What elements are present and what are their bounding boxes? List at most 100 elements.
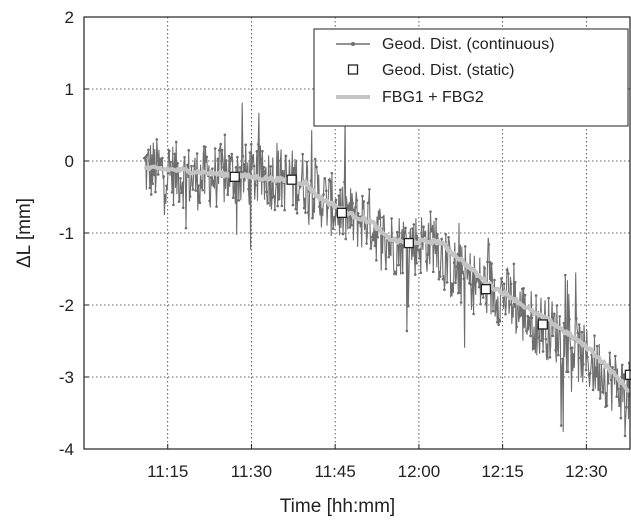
continuous-point	[354, 205, 357, 209]
continuous-point	[191, 188, 195, 191]
continuous-point	[429, 210, 432, 213]
continuous-point	[240, 170, 243, 174]
continuous-point	[551, 334, 555, 338]
continuous-point	[291, 203, 295, 207]
continuous-point	[416, 248, 420, 252]
continuous-point	[333, 215, 336, 219]
continuous-point	[431, 270, 435, 274]
continuous-point	[262, 165, 266, 169]
axis-ticks: 11:15 11:30 11:45 12:00 12:15 12:30 2 1 0 -1 -2 -3 -…	[59, 8, 608, 481]
continuous-point	[487, 243, 491, 246]
continuous-point	[479, 302, 482, 306]
continuous-point	[555, 304, 559, 307]
continuous-point	[495, 320, 499, 324]
continuous-point	[563, 273, 567, 277]
continuous-point	[544, 337, 548, 341]
continuous-point	[533, 344, 537, 348]
continuous-point	[452, 261, 456, 264]
continuous-point	[261, 149, 264, 153]
continuous-point	[365, 242, 368, 245]
continuous-point	[430, 229, 434, 233]
continuous-point	[379, 216, 382, 219]
continuous-point	[530, 316, 534, 320]
continuous-point	[159, 163, 163, 167]
y-tick-label: 0	[65, 152, 74, 171]
continuous-point	[557, 353, 560, 357]
continuous-point	[149, 193, 153, 196]
continuous-point	[398, 244, 402, 248]
continuous-point	[373, 244, 377, 248]
continuous-point	[329, 180, 332, 183]
continuous-point	[180, 191, 184, 195]
continuous-point	[458, 291, 461, 294]
continuous-point	[279, 159, 282, 163]
continuous-point	[216, 157, 220, 161]
continuous-point	[351, 202, 355, 205]
continuous-point	[619, 416, 623, 420]
continuous-point	[515, 325, 518, 329]
continuous-point	[437, 277, 441, 281]
y-tick-label: -3	[59, 368, 74, 387]
continuous-point	[234, 165, 238, 169]
continuous-point	[384, 267, 388, 271]
continuous-point	[584, 368, 588, 372]
continuous-point	[580, 330, 584, 334]
continuous-point	[559, 424, 563, 427]
continuous-point	[313, 157, 317, 161]
continuous-point	[276, 204, 279, 208]
continuous-point	[295, 211, 299, 215]
continuous-point	[223, 133, 227, 137]
continuous-point	[283, 208, 286, 212]
continuous-point	[622, 373, 625, 377]
continuous-point	[511, 306, 514, 309]
continuous-point	[484, 301, 488, 305]
continuous-point	[443, 288, 446, 291]
continuous-point	[554, 348, 557, 352]
continuous-point	[447, 236, 450, 239]
continuous-point	[190, 164, 193, 168]
continuous-point	[219, 142, 223, 146]
continuous-point	[438, 275, 442, 278]
continuous-point	[269, 165, 273, 168]
continuous-point	[318, 205, 321, 208]
continuous-point	[593, 334, 596, 337]
continuous-point	[220, 148, 224, 152]
continuous-point	[493, 278, 496, 282]
continuous-point	[601, 390, 605, 394]
continuous-point	[397, 263, 400, 267]
legend-swatch-static	[347, 64, 359, 75]
continuous-point	[459, 301, 463, 304]
continuous-point	[614, 354, 617, 358]
continuous-point	[461, 271, 464, 275]
continuous-point	[236, 155, 239, 159]
continuous-point	[208, 199, 211, 203]
continuous-point	[199, 186, 203, 189]
continuous-point	[256, 143, 260, 146]
legend-label-static: Geod. Dist. (static)	[382, 62, 514, 79]
continuous-point	[230, 152, 234, 156]
continuous-point	[605, 404, 609, 407]
continuous-point	[166, 171, 170, 175]
continuous-point	[607, 382, 610, 385]
continuous-point	[372, 238, 375, 242]
continuous-point	[582, 362, 585, 366]
continuous-point	[255, 149, 259, 153]
continuous-point	[330, 171, 334, 175]
continuous-point	[277, 197, 281, 201]
continuous-point	[209, 176, 213, 179]
continuous-point	[570, 346, 574, 350]
continuous-point	[181, 206, 185, 210]
continuous-point	[548, 356, 552, 359]
continuous-point	[306, 211, 310, 214]
continuous-point	[338, 188, 342, 192]
continuous-point	[254, 183, 257, 187]
continuous-point	[184, 226, 188, 230]
continuous-point	[356, 212, 360, 215]
continuous-point	[304, 211, 307, 214]
continuous-point	[527, 316, 531, 319]
continuous-point	[259, 157, 263, 161]
continuous-point	[451, 282, 455, 286]
continuous-point	[552, 312, 556, 316]
continuous-point	[418, 256, 421, 260]
continuous-point	[352, 208, 356, 212]
